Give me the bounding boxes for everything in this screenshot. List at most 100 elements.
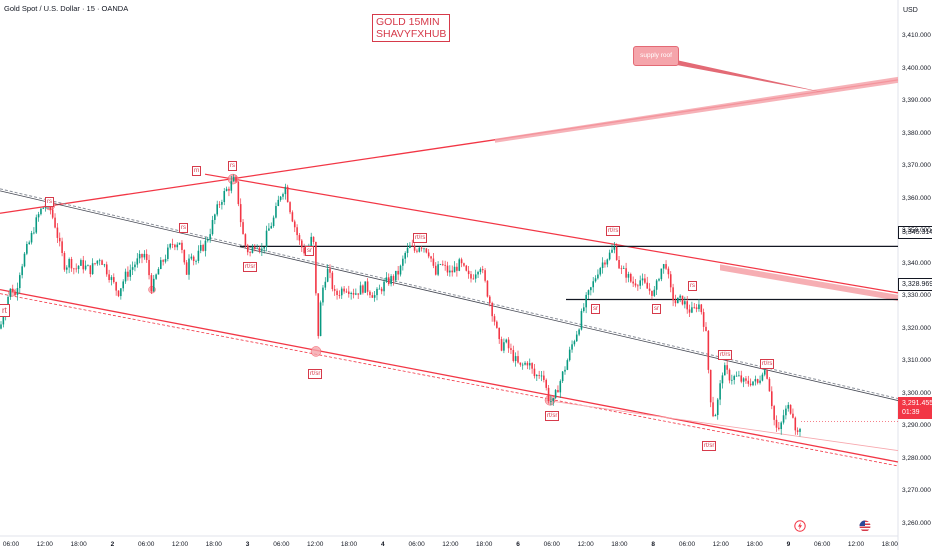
candle-body — [56, 227, 59, 238]
candle-body — [348, 291, 350, 295]
candle-body — [458, 259, 461, 271]
x-tick-label: 06:00 — [408, 541, 425, 548]
candle-body — [373, 295, 376, 298]
y-tick-label: 3,340.000 — [902, 259, 931, 267]
candle-body — [460, 259, 463, 264]
annotation-label: rt — [0, 304, 10, 318]
candle-body — [242, 222, 244, 235]
candle-body — [87, 265, 89, 267]
x-tick-label: 06:00 — [2, 541, 20, 548]
candle-body — [766, 370, 768, 379]
candle-body — [731, 379, 733, 381]
candle-body — [282, 194, 284, 197]
candle-body — [486, 280, 489, 297]
candle-body — [463, 263, 465, 266]
candle-body — [653, 289, 656, 296]
candle-body — [796, 430, 799, 432]
channel-bottom-dashed — [0, 293, 899, 467]
candle-body — [611, 249, 613, 253]
candle-body — [329, 268, 331, 273]
y-tick-label: 3,300.000 — [902, 389, 931, 397]
candle-body — [409, 245, 411, 248]
candle-body — [66, 267, 68, 270]
candle-body — [61, 241, 63, 253]
candle-body — [604, 262, 606, 265]
candle-body — [284, 186, 287, 195]
x-tick-label: 12:00 — [442, 541, 459, 548]
level-tag-2: 3,328.969 — [898, 278, 932, 291]
y-tick-label: 3,410.000 — [902, 32, 931, 39]
candle-body — [237, 181, 240, 205]
candle-body — [580, 311, 583, 330]
candle-body — [120, 288, 122, 297]
candle-body — [258, 247, 261, 251]
candle-body — [599, 268, 602, 275]
candle-body — [601, 262, 604, 269]
supply-roof-callout[interactable]: supply roof — [633, 46, 679, 66]
candle-body — [566, 360, 569, 370]
annotation-label: rt/sr — [545, 411, 560, 422]
candle-body — [129, 269, 132, 277]
candle-body — [747, 380, 750, 384]
candle-body — [446, 265, 449, 273]
candle-body — [312, 236, 315, 242]
x-tick-label: 06:00 — [543, 541, 560, 548]
candle-body — [254, 246, 256, 249]
candle-body — [11, 288, 14, 292]
candle-body — [648, 288, 651, 291]
candle-body — [256, 247, 258, 249]
candle-body — [183, 249, 186, 263]
candle-body — [301, 240, 303, 248]
candle-body — [771, 391, 773, 407]
candle-body — [726, 365, 728, 370]
candle-body — [378, 288, 381, 290]
candle-body — [91, 263, 94, 275]
candle-body — [239, 204, 242, 223]
us-flag-icon[interactable] — [859, 520, 871, 532]
candle-body — [383, 281, 385, 292]
lightning-icon[interactable] — [794, 520, 806, 532]
annotation-label: rt/rs — [413, 232, 428, 243]
candle-body — [716, 399, 719, 415]
candle-body — [230, 181, 233, 191]
candle-body — [444, 264, 446, 266]
candle-body — [395, 270, 397, 281]
candle-body — [23, 253, 26, 267]
annotation-label: sr — [591, 304, 600, 315]
candle-body — [651, 290, 653, 296]
candle-body — [646, 282, 649, 289]
candle-body — [632, 281, 634, 284]
candle-body — [387, 277, 390, 285]
candle-body — [385, 277, 388, 282]
candle-body — [96, 260, 99, 264]
candle-body — [630, 273, 632, 282]
candle-body — [622, 268, 625, 270]
descending-resistance-line — [204, 173, 899, 294]
candle-body — [44, 206, 47, 208]
candle-body — [792, 413, 794, 418]
candle-body — [620, 268, 623, 270]
candle-body — [225, 188, 228, 192]
candle-body — [16, 288, 19, 295]
candle-body — [493, 316, 496, 322]
candle-body — [289, 202, 291, 213]
candle-body — [594, 278, 597, 282]
candle-body — [355, 293, 357, 295]
candle-body — [143, 253, 146, 258]
candle-body — [317, 293, 320, 337]
candle-body — [637, 285, 639, 287]
candle-body — [157, 268, 160, 275]
candle-body — [456, 266, 458, 271]
candle-body — [627, 273, 630, 278]
candle-body — [357, 293, 359, 295]
candle-body — [728, 369, 731, 381]
candle-body — [780, 422, 782, 430]
candle-body — [681, 295, 684, 305]
candle-body — [0, 324, 2, 329]
candle-body — [263, 246, 265, 249]
candle-body — [423, 248, 425, 250]
y-tick-label: 3,390.000 — [902, 97, 931, 105]
annotation-label: rt/sr — [308, 369, 323, 380]
candle-body — [218, 204, 221, 206]
